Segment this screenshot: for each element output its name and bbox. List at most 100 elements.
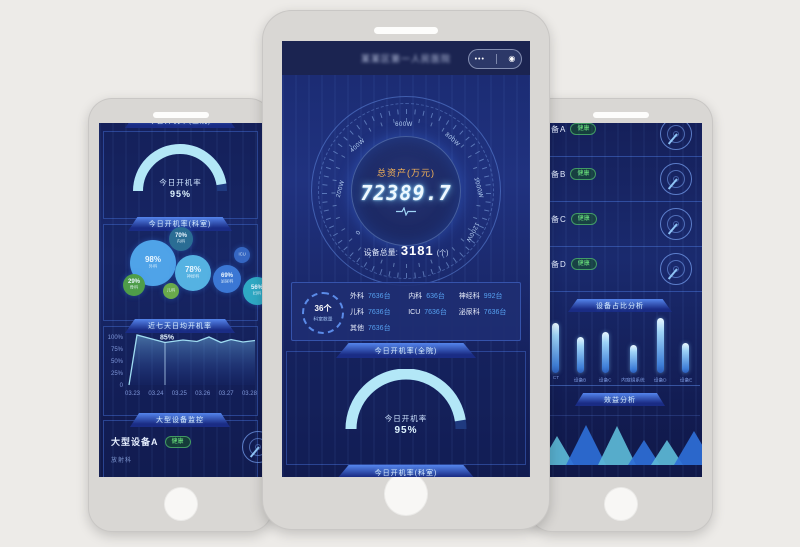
health-badge: 健康 [570, 213, 597, 225]
bar-column: 设备C [593, 332, 618, 383]
bar-label: 设备B [574, 378, 587, 383]
department-count-label: 科室数量 [313, 317, 333, 323]
bar-column: 内窥镜系统 [618, 345, 648, 383]
monitor-device-row[interactable]: 大型设备A 健康 [111, 435, 191, 448]
bar [577, 337, 584, 373]
gauge-tick [331, 192, 335, 194]
capsule-menu[interactable]: ••• ◉ [468, 49, 522, 69]
device-card[interactable]: 设备D 健康 [539, 246, 702, 292]
trend-y-tick: 50% [110, 359, 123, 365]
triangle [598, 426, 636, 465]
bubble: 78% 神经科 [175, 255, 211, 291]
asset-value: 72389.7 [360, 181, 452, 205]
left-phone-frame: 今日开机率(全院) 今日开机率 95% 今日开机率(科室) 98%外科70%内科… [88, 98, 273, 532]
trend-x-tick: 03.23 [125, 391, 141, 397]
bar [602, 332, 609, 373]
device-total-label: 设备总量: [363, 248, 398, 257]
device-name: 设备A [542, 124, 567, 134]
left-speaker [152, 112, 209, 118]
radar-icon [242, 431, 262, 463]
center-speaker [374, 27, 438, 34]
trend-x-tick: 03.26 [195, 391, 211, 397]
trend-y-tick: 100% [107, 335, 123, 341]
gauge-scale-label: 600W [395, 122, 413, 128]
right-speaker [592, 112, 649, 118]
left-trend-banner: 近七天日均开机率 [125, 319, 235, 333]
left-top-banner: 今日开机率(全院) [125, 123, 235, 128]
gauge-tick [405, 118, 407, 122]
trend-y-tick: 75% [110, 347, 123, 353]
gauge-tick [485, 193, 491, 194]
gauge-tick [405, 109, 407, 114]
triangle [651, 440, 683, 465]
gauge-tick [396, 272, 399, 278]
triangle [674, 431, 702, 465]
svg-text:85%: 85% [160, 335, 175, 342]
gauge-dashed-ring [318, 103, 494, 279]
department-stat: 泌尿科 7636台 [458, 309, 507, 316]
rate-gauge-label: 今日开机率 [384, 414, 428, 423]
radar-icon [660, 123, 692, 150]
department-stat: ICU 7636台 [408, 309, 447, 316]
device-total-value: 3181 [400, 243, 434, 258]
trend-svg: 85% [128, 334, 256, 386]
device-card[interactable]: 设备C 健康 [539, 201, 702, 247]
minimize-icon[interactable]: ◉ [508, 54, 516, 63]
trend-x-tick: 03.27 [218, 391, 234, 397]
bar-label: 设备E [679, 378, 692, 383]
department-stat: 内科 636台 [408, 293, 445, 300]
bar [657, 318, 665, 373]
benefit-guide-line [541, 415, 700, 416]
gauge-tick [417, 262, 420, 267]
asset-gauge: 总资产(万元) 72389.7 0 200W 400W 600W 800W 1000W 12… [311, 96, 501, 286]
capsule-divider [496, 54, 498, 64]
triangle [628, 440, 660, 465]
left-screen: 今日开机率(全院) 今日开机率 95% 今日开机率(科室) 98%外科70%内科… [99, 123, 262, 477]
left-home-button[interactable] [163, 487, 198, 521]
gauge-tick [405, 273, 407, 278]
right-screen: 设备A 健康 设备B 健康 设备C 健康 设备D 健康 设备占比分析 CT 设备B 设备C 内窥镜系… [539, 123, 702, 477]
gauge-tick [392, 119, 395, 124]
gauge-tick [417, 119, 420, 124]
left-arc-gauge [133, 144, 227, 192]
bar [629, 345, 637, 373]
bubble: 儿科 [163, 283, 179, 299]
department-stat: 神经科 992台 [458, 293, 503, 300]
health-badge: 健康 [570, 123, 597, 135]
device-total-unit: (个) [436, 250, 449, 257]
bar [552, 323, 559, 373]
bubble: 56% 妇科 [243, 277, 262, 305]
app-title: 某某区第一人民医院 [360, 54, 451, 64]
radar-icon [660, 208, 692, 240]
bar-column: 设备B [568, 337, 593, 383]
gauge-tick [413, 109, 416, 115]
bar-label: 内窥镜系统 [621, 378, 645, 383]
left-monitor-panel [103, 420, 258, 477]
bar-column: 设备D [648, 318, 673, 383]
pulse-icon [396, 207, 416, 216]
health-badge: 健康 [570, 258, 597, 270]
trend-x-axis: 03.23 03.24 03.25 03.26 03.27 03.28 [125, 391, 257, 397]
bar-section-banner: 设备占比分析 [568, 299, 672, 312]
monitor-device-dept: 放射科 [111, 458, 133, 464]
more-icon[interactable]: ••• [474, 55, 485, 63]
trend-x-tick: 03.24 [148, 391, 164, 397]
device-card[interactable]: 设备A 健康 [539, 123, 702, 157]
bubble-chart: 98% 外科 70% 内科 29% 骨科 儿科 78% 神经科 69% 泌尿科 ICU 56% 妇科 [103, 227, 262, 319]
center-phone-frame: 某某区第一人民医院 ••• ◉ 总资产(万元) 72389.7 0 200W 40 [262, 10, 550, 530]
right-home-button[interactable] [603, 487, 638, 521]
bar [682, 343, 690, 373]
rate-banner: 今日开机率(全院) [336, 343, 476, 358]
trend-y-tick: 25% [110, 371, 123, 377]
device-card[interactable]: 设备B 健康 [539, 156, 702, 202]
center-home-button[interactable] [384, 472, 428, 516]
device-name: 设备B [542, 169, 567, 179]
radar-icon [660, 253, 692, 285]
gauge-tick [405, 264, 407, 268]
gauge-tick [396, 109, 399, 115]
trend-x-tick: 03.28 [241, 391, 257, 397]
radar-icon [660, 163, 692, 195]
device-name: 设备D [542, 259, 567, 269]
triangle [566, 425, 606, 465]
